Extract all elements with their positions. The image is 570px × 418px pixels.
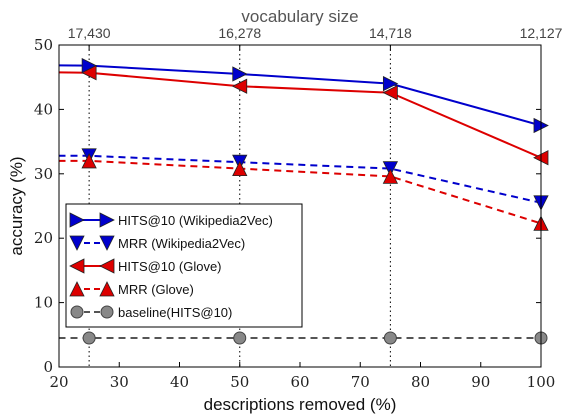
legend-marker-hits-10-wikipedia2vec [99, 212, 115, 228]
data-point-hits-10-wikipedia2vec [382, 75, 399, 92]
data-point-baseline-hits-10 [383, 331, 397, 345]
data-point-baseline-hits-10 [233, 331, 247, 345]
y-tick-label: 50 [34, 36, 53, 54]
top-tick-label: 14,718 [369, 25, 412, 41]
data-point-hits-10-glove [81, 65, 97, 81]
data-point-hits-10-glove [382, 85, 398, 101]
legend-label-hits-10-wikipedia2vec: HITS@10 (Wikipedia2Vec) [118, 213, 273, 228]
top-tick-label: 17,430 [68, 25, 111, 41]
y-axis-label: accuracy (%) [7, 156, 26, 255]
axes-layer: 20 30 40 50 60 70 80 90 100 0 10 20 30 40 50 17,430 16,2… [34, 25, 563, 391]
legend-marker-baseline-hits-10 [100, 305, 114, 319]
legend-marker-mrr-wikipedia2vec [69, 235, 85, 251]
top-tick-label: 16,278 [218, 25, 261, 41]
legend-label-hits-10-glove: HITS@10 (Glove) [118, 259, 222, 274]
x-tick-label: 20 [49, 373, 68, 391]
series-line-hits-10-glove [59, 71, 541, 159]
legend-marker-baseline-hits-10 [70, 305, 84, 319]
legend-marker-hits-10-wikipedia2vec [69, 212, 85, 228]
legend-label-mrr-glove: MRR (Glove) [118, 282, 194, 297]
x-tick-label: 70 [351, 373, 370, 391]
x-axis-label: descriptions removed (%) [204, 395, 397, 414]
y-tick-label: 10 [34, 294, 53, 312]
data-point-mrr-glove [81, 153, 97, 169]
y-tick-label: 20 [34, 229, 53, 247]
legend-label-mrr-wikipedia2vec: MRR (Wikipedia2Vec) [118, 236, 245, 251]
data-point-mrr-glove [232, 160, 248, 177]
legend-marker-hits-10-glove [69, 258, 85, 274]
x-tick-label: 100 [527, 373, 556, 391]
x-tick-label: 50 [230, 373, 249, 391]
top-tick-label: 12,127 [520, 25, 563, 41]
marker-layer [81, 57, 549, 345]
legend-label-baseline-hits-10: baseline(HITS@10) [118, 305, 232, 320]
data-point-mrr-glove [382, 168, 399, 184]
data-point-baseline-hits-10 [82, 331, 96, 345]
x-tick-label: 40 [170, 373, 189, 391]
data-point-hits-10-wikipedia2vec [232, 66, 248, 82]
legend: HITS@10 (Wikipedia2Vec) MRR (Wikipedia2Ve… [65, 203, 303, 328]
x-tick-label: 90 [471, 373, 490, 391]
y-tick-label: 40 [34, 100, 53, 118]
y-tick-label: 30 [34, 165, 53, 183]
legend-marker-mrr-glove [99, 281, 115, 297]
legend-marker-mrr-glove [69, 281, 85, 297]
series-line-mrr-wikipedia2vec [59, 154, 541, 204]
x-tick-label: 30 [110, 373, 129, 391]
top-axis-label: vocabulary size [241, 7, 358, 26]
legend-marker-mrr-wikipedia2vec [99, 235, 115, 251]
legend-marker-hits-10-glove [99, 258, 115, 274]
x-tick-label: 80 [411, 373, 430, 391]
data-point-hits-10-glove [231, 78, 248, 94]
y-tick-label: 0 [43, 358, 53, 376]
x-tick-label: 60 [290, 373, 309, 391]
